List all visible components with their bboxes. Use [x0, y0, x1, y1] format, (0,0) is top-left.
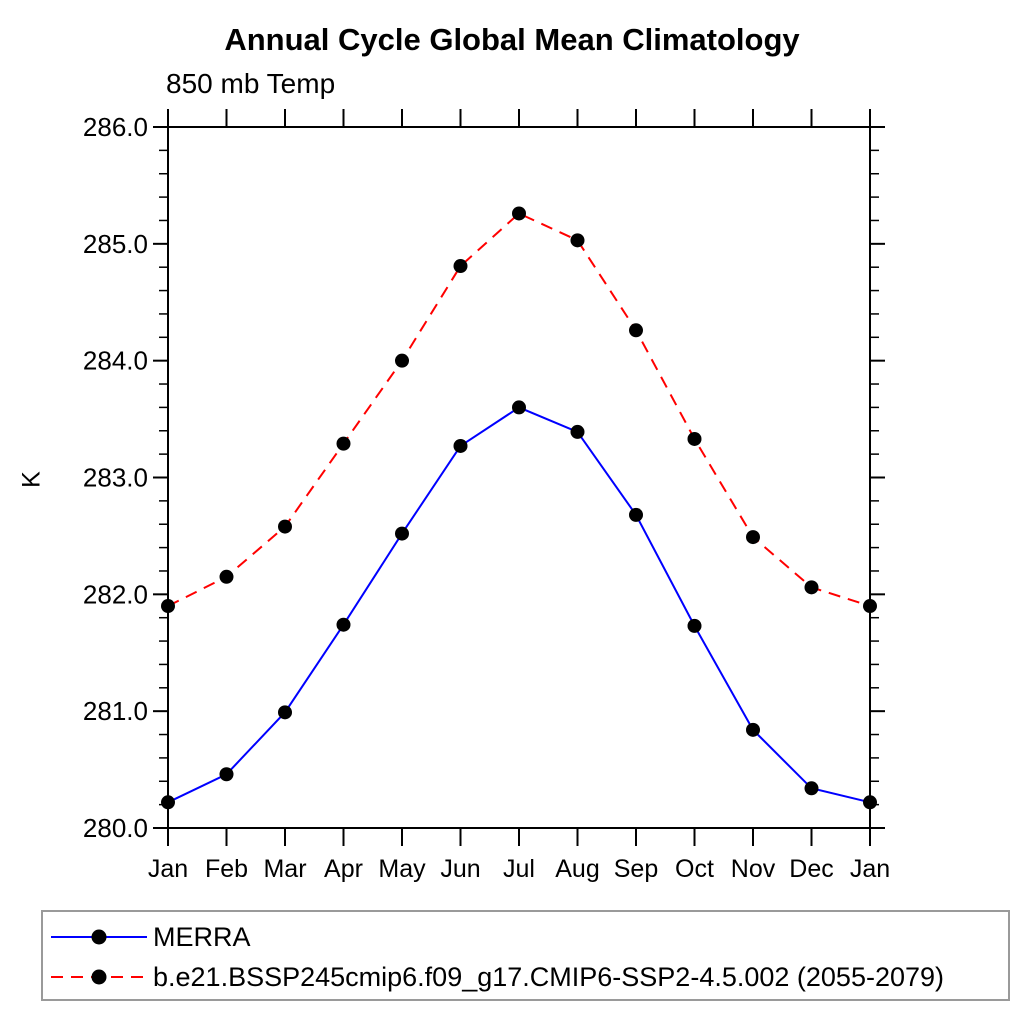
- y-axis-ticks: [153, 126, 885, 829]
- data-point-marker: [570, 233, 585, 248]
- y-tick-label: 283.0: [83, 463, 148, 493]
- data-point-marker: [629, 507, 643, 522]
- data-point-marker: [395, 526, 409, 541]
- series-markers-1: [161, 206, 877, 614]
- x-tick-label: Mar: [263, 855, 306, 883]
- series-markers-0: [161, 400, 877, 810]
- legend-item-label: MERRA: [153, 921, 251, 952]
- x-tick-label: May: [378, 855, 426, 883]
- legend: MERRA b.e21.BSSP245cmip6.f09_g17.CMIP6-S…: [41, 910, 1010, 1001]
- x-axis-tick-labels: Jan Feb Mar Apr May Jun Jul Aug Sep Oct Nov Dec Jan: [148, 855, 890, 883]
- y-axis-tick-labels: 280.0 281.0 282.0 283.0 284.0 285.0 286.0: [83, 112, 148, 843]
- data-point-marker: [687, 618, 702, 633]
- x-tick-label: Jun: [440, 855, 480, 883]
- legend-line-sample-merra: [51, 929, 147, 945]
- x-tick-label: Aug: [555, 855, 599, 883]
- y-tick-label: 284.0: [83, 346, 148, 376]
- x-tick-label: Jan: [850, 855, 890, 883]
- data-point-marker: [746, 722, 760, 737]
- data-point-marker: [336, 436, 351, 451]
- data-point-marker: [453, 438, 468, 453]
- series-line-0: [167, 406, 871, 804]
- legend-item-model: b.e21.BSSP245cmip6.f09_g17.CMIP6-SSP2-4.…: [43, 957, 1008, 997]
- data-point-marker: [336, 617, 351, 632]
- y-tick-label: 282.0: [83, 579, 148, 609]
- y-tick-label: 281.0: [83, 696, 148, 726]
- data-point-marker: [687, 431, 702, 446]
- data-point-marker: [219, 569, 234, 584]
- data-point-marker: [746, 530, 760, 545]
- data-point-marker: [863, 599, 877, 614]
- x-tick-label: Sep: [614, 855, 658, 883]
- x-tick-label: Oct: [675, 855, 714, 883]
- data-point-marker: [161, 795, 175, 810]
- y-tick-label: 280.0: [83, 813, 148, 843]
- chart-title: Annual Cycle Global Mean Climatology: [224, 22, 800, 57]
- y-tick-label: 285.0: [83, 229, 148, 259]
- x-tick-label: Jan: [148, 855, 188, 883]
- data-point-marker: [453, 259, 468, 274]
- y-tick-label: 286.0: [83, 112, 148, 142]
- data-point-marker: [570, 424, 585, 439]
- data-point-marker: [804, 781, 819, 796]
- plot-frame: [167, 126, 871, 829]
- legend-item-merra: MERRA: [43, 917, 1008, 957]
- x-tick-label: Feb: [205, 855, 248, 883]
- x-axis-ticks: [167, 109, 871, 846]
- data-point-marker: [395, 353, 409, 368]
- x-tick-label: Apr: [324, 855, 363, 883]
- data-point-marker: [512, 400, 526, 415]
- x-tick-label: Nov: [731, 855, 776, 883]
- data-point-marker: [278, 519, 292, 534]
- data-point-marker: [804, 580, 819, 595]
- chart-subtitle: 850 mb Temp: [166, 68, 336, 99]
- data-point-marker: [629, 323, 643, 338]
- data-point-marker: [863, 795, 877, 810]
- legend-line-sample-model: [51, 969, 147, 985]
- data-point-marker: [219, 767, 234, 782]
- legend-item-label: b.e21.BSSP245cmip6.f09_g17.CMIP6-SSP2-4.…: [153, 961, 945, 992]
- x-tick-label: Dec: [789, 855, 833, 883]
- data-point-marker: [278, 705, 292, 720]
- x-tick-label: Jul: [503, 855, 535, 883]
- data-point-marker: [512, 206, 526, 221]
- data-point-marker: [161, 599, 175, 614]
